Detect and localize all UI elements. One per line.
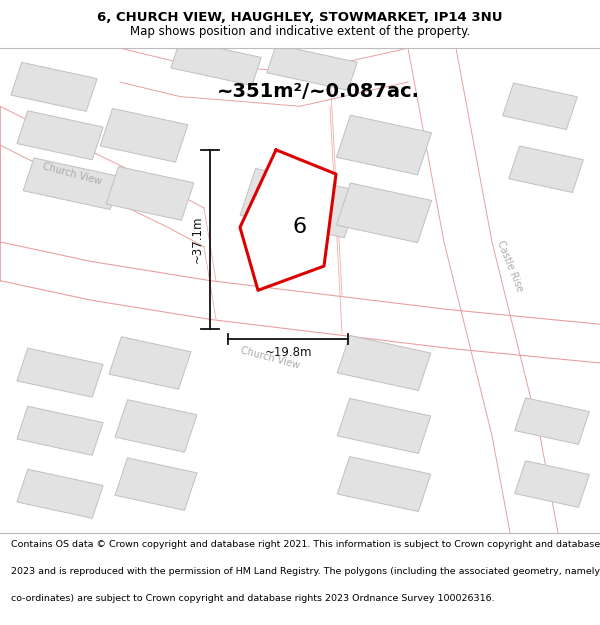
Polygon shape bbox=[337, 457, 431, 511]
Text: Map shows position and indicative extent of the property.: Map shows position and indicative extent… bbox=[130, 24, 470, 38]
Text: Castle Rise: Castle Rise bbox=[495, 239, 525, 293]
Text: ~37.1m: ~37.1m bbox=[191, 216, 204, 263]
Polygon shape bbox=[515, 461, 589, 508]
Polygon shape bbox=[17, 348, 103, 397]
Polygon shape bbox=[240, 169, 360, 238]
Polygon shape bbox=[509, 146, 583, 192]
Text: Church View: Church View bbox=[41, 161, 103, 187]
Polygon shape bbox=[115, 458, 197, 510]
Text: co-ordinates) are subject to Crown copyright and database rights 2023 Ordnance S: co-ordinates) are subject to Crown copyr… bbox=[11, 594, 494, 602]
Text: 2023 and is reproduced with the permission of HM Land Registry. The polygons (in: 2023 and is reproduced with the permissi… bbox=[11, 567, 600, 576]
Polygon shape bbox=[337, 183, 431, 243]
Text: Church View: Church View bbox=[239, 346, 301, 371]
Polygon shape bbox=[337, 336, 431, 391]
Text: Contains OS data © Crown copyright and database right 2021. This information is : Contains OS data © Crown copyright and d… bbox=[11, 540, 600, 549]
Polygon shape bbox=[23, 158, 121, 209]
Polygon shape bbox=[408, 48, 558, 532]
Polygon shape bbox=[515, 398, 589, 444]
Polygon shape bbox=[0, 242, 600, 363]
Polygon shape bbox=[17, 406, 103, 455]
Polygon shape bbox=[337, 115, 431, 175]
Polygon shape bbox=[17, 469, 103, 518]
Polygon shape bbox=[100, 109, 188, 162]
Polygon shape bbox=[171, 40, 261, 86]
Polygon shape bbox=[115, 400, 197, 452]
Text: 6: 6 bbox=[293, 217, 307, 238]
Polygon shape bbox=[109, 337, 191, 389]
Text: 6, CHURCH VIEW, HAUGHLEY, STOWMARKET, IP14 3NU: 6, CHURCH VIEW, HAUGHLEY, STOWMARKET, IP… bbox=[97, 11, 503, 24]
Polygon shape bbox=[17, 111, 103, 160]
Polygon shape bbox=[120, 48, 408, 106]
Polygon shape bbox=[106, 167, 194, 220]
Polygon shape bbox=[240, 150, 336, 290]
Polygon shape bbox=[337, 399, 431, 453]
Polygon shape bbox=[267, 45, 357, 90]
Polygon shape bbox=[0, 106, 204, 247]
Polygon shape bbox=[503, 83, 577, 129]
Polygon shape bbox=[11, 62, 97, 111]
Text: ~351m²/~0.087ac.: ~351m²/~0.087ac. bbox=[217, 82, 419, 101]
Text: ~19.8m: ~19.8m bbox=[264, 346, 312, 359]
